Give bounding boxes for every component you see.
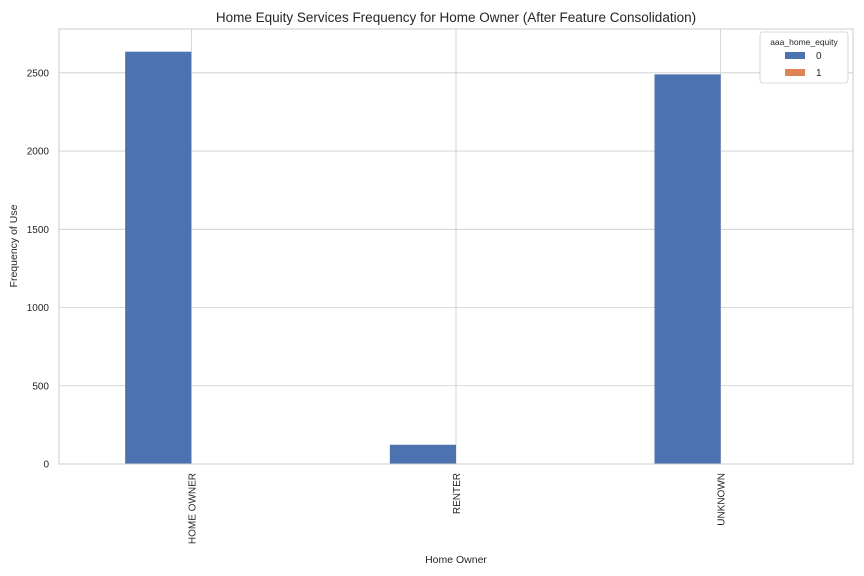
- y-axis-label: Frequency of Use: [8, 204, 20, 287]
- legend-label-1: 1: [816, 68, 822, 79]
- x-tick-label: UNKNOWN: [717, 473, 728, 526]
- plot-area: 0 500 1000 1500 2000 2500 HOME OWNER RENTER UNKN…: [27, 28, 854, 544]
- plot-frame: [58, 28, 854, 465]
- bar-series-0-renter: [389, 444, 456, 464]
- y-tick-label: 500: [32, 381, 49, 392]
- legend: aaa_home_equity 01: [759, 31, 849, 84]
- y-tick-label: 1000: [27, 303, 50, 314]
- x-axis-label: Home Owner: [425, 554, 487, 566]
- x-tick-label: HOME OWNER: [187, 473, 198, 544]
- legend-swatch-0: [785, 52, 805, 59]
- bar-series-0-home-owner: [125, 51, 192, 465]
- y-tick-label: 1500: [27, 225, 50, 236]
- y-tick-label: 2500: [27, 68, 50, 79]
- y-tick-label: 0: [43, 460, 49, 471]
- legend-title: aaa_home_equity: [770, 37, 838, 47]
- y-tick-label: 2000: [27, 147, 50, 158]
- chart-title: Home Equity Services Frequency for Home …: [216, 10, 696, 25]
- legend-label-0: 0: [816, 51, 822, 62]
- bar-series-0-unknown: [654, 74, 721, 465]
- legend-items: 01: [785, 51, 822, 79]
- legend-swatch-1: [785, 69, 805, 76]
- x-tick-label: RENTER: [452, 473, 463, 514]
